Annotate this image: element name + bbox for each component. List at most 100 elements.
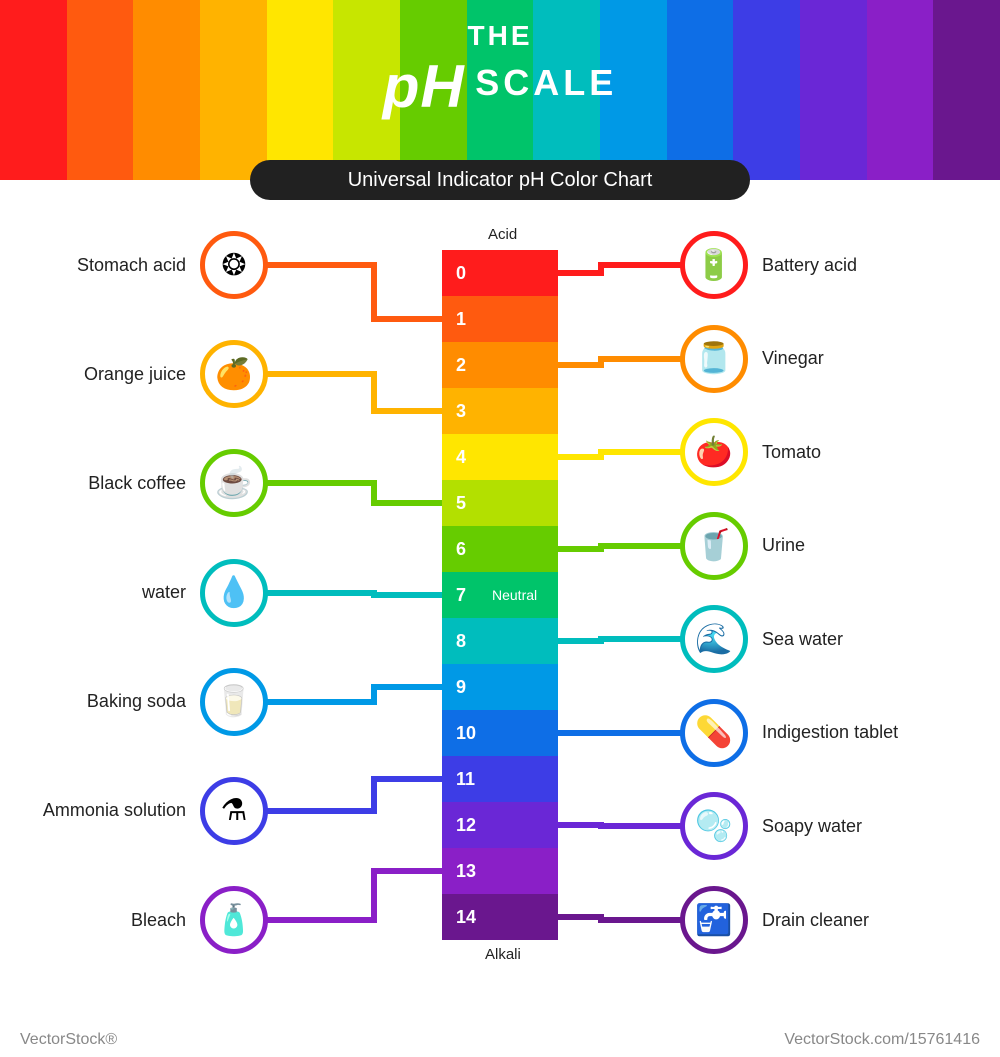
connector bbox=[601, 262, 684, 268]
item-label: water bbox=[142, 582, 186, 603]
item-label: Sea water bbox=[762, 629, 843, 650]
connector bbox=[265, 699, 374, 705]
item-label: Vinegar bbox=[762, 348, 824, 369]
subtitle-pill: Universal Indicator pH Color Chart bbox=[250, 160, 750, 200]
connector bbox=[558, 730, 601, 736]
title-ph: pH bbox=[383, 53, 465, 120]
item-label: Battery acid bbox=[762, 255, 857, 276]
ph-row-0: 0 bbox=[442, 250, 558, 296]
item-bleach: 🧴 Bleach bbox=[131, 886, 268, 954]
item-label: Soapy water bbox=[762, 816, 862, 837]
item-water: 💧 water bbox=[142, 559, 268, 627]
item-drain-cleaner: 🚰 Drain cleaner bbox=[680, 886, 869, 954]
item-sea-water: 🌊 Sea water bbox=[680, 605, 843, 673]
connector bbox=[558, 914, 601, 920]
item-baking-soda: 🥛 Baking soda bbox=[87, 668, 268, 736]
battery-icon: 🔋 bbox=[680, 231, 748, 299]
connector bbox=[374, 316, 443, 322]
item-label: Indigestion tablet bbox=[762, 722, 898, 743]
item-label: Stomach acid bbox=[77, 255, 186, 276]
item-label: Urine bbox=[762, 535, 805, 556]
item-label: Ammonia solution bbox=[43, 800, 186, 821]
connector bbox=[371, 371, 377, 414]
connector bbox=[601, 823, 684, 829]
item-label: Tomato bbox=[762, 442, 821, 463]
ph-row-4: 4 bbox=[442, 434, 558, 480]
connector bbox=[558, 454, 601, 460]
ph-row-10: 10 bbox=[442, 710, 558, 756]
connector bbox=[601, 636, 684, 642]
ph-row-5: 5 bbox=[442, 480, 558, 526]
connector bbox=[374, 776, 443, 782]
neutral-label: Neutral bbox=[492, 587, 537, 603]
vinegar-icon: 🫙 bbox=[680, 325, 748, 393]
ph-row-12: 12 bbox=[442, 802, 558, 848]
item-label: Baking soda bbox=[87, 691, 186, 712]
item-vinegar: 🫙 Vinegar bbox=[680, 325, 824, 393]
ph-row-14: 14 bbox=[442, 894, 558, 940]
alkali-label: Alkali bbox=[485, 946, 521, 963]
ph-scale-infographic: THE pH SCALE Universal Indicator pH Colo… bbox=[0, 0, 1000, 1057]
connector bbox=[601, 543, 684, 549]
connector bbox=[558, 362, 601, 368]
ph-row-1: 1 bbox=[442, 296, 558, 342]
item-indigestion-tablet: 💊 Indigestion tablet bbox=[680, 699, 898, 767]
item-label: Bleach bbox=[131, 910, 186, 931]
footer-id: VectorStock.com/15761416 bbox=[784, 1031, 980, 1049]
drain-icon: 🚰 bbox=[680, 886, 748, 954]
connector bbox=[265, 917, 374, 923]
item-stomach-acid: ❂ Stomach acid bbox=[77, 231, 268, 299]
item-label: Black coffee bbox=[88, 473, 186, 494]
item-tomato: 🍅 Tomato bbox=[680, 418, 821, 486]
item-black-coffee: ☕ Black coffee bbox=[88, 449, 268, 517]
item-urine: 🥤 Urine bbox=[680, 512, 805, 580]
connector bbox=[265, 590, 374, 596]
connector bbox=[558, 822, 601, 828]
connector bbox=[601, 730, 684, 736]
ph-row-8: 8 bbox=[442, 618, 558, 664]
footer-brand: VectorStock® bbox=[20, 1031, 117, 1049]
connector bbox=[265, 808, 374, 814]
item-soapy-water: 🫧 Soapy water bbox=[680, 792, 862, 860]
tablet-icon: 💊 bbox=[680, 699, 748, 767]
ph-row-9: 9 bbox=[442, 664, 558, 710]
connector bbox=[601, 356, 684, 362]
coffee-icon: ☕ bbox=[200, 449, 268, 517]
ph-column: 01234567Neutral891011121314 bbox=[442, 250, 558, 940]
connector bbox=[374, 868, 443, 874]
connector bbox=[558, 638, 601, 644]
item-label: Drain cleaner bbox=[762, 910, 869, 931]
title-scale: SCALE bbox=[475, 62, 617, 103]
connector bbox=[601, 917, 684, 923]
connector bbox=[371, 868, 377, 923]
title: THE pH SCALE bbox=[0, 20, 1000, 121]
sea-icon: 🌊 bbox=[680, 605, 748, 673]
tomato-icon: 🍅 bbox=[680, 418, 748, 486]
item-ammonia-solution: ⚗ Ammonia solution bbox=[43, 777, 268, 845]
item-orange-juice: 🍊Orange juice bbox=[84, 340, 268, 408]
water-icon: 💧 bbox=[200, 559, 268, 627]
connector bbox=[374, 500, 443, 506]
acid-label: Acid bbox=[488, 226, 517, 243]
connector bbox=[558, 270, 601, 276]
connector bbox=[265, 371, 374, 377]
ph-row-3: 3 bbox=[442, 388, 558, 434]
urine-icon: 🥤 bbox=[680, 512, 748, 580]
item-battery-acid: 🔋 Battery acid bbox=[680, 231, 857, 299]
connector bbox=[558, 546, 601, 552]
connector bbox=[265, 480, 374, 486]
flask-icon: ⚗ bbox=[200, 777, 268, 845]
baking-soda-icon: 🥛 bbox=[200, 668, 268, 736]
connector bbox=[265, 262, 374, 268]
orange-icon: 🍊 bbox=[200, 340, 268, 408]
stomach-icon: ❂ bbox=[200, 231, 268, 299]
ph-row-7: 7Neutral bbox=[442, 572, 558, 618]
connector bbox=[374, 684, 443, 690]
ph-row-6: 6 bbox=[442, 526, 558, 572]
footer: VectorStock® VectorStock.com/15761416 bbox=[0, 1031, 1000, 1049]
ph-row-13: 13 bbox=[442, 848, 558, 894]
bleach-icon: 🧴 bbox=[200, 886, 268, 954]
ph-row-11: 11 bbox=[442, 756, 558, 802]
soap-icon: 🫧 bbox=[680, 792, 748, 860]
connector bbox=[374, 592, 443, 598]
